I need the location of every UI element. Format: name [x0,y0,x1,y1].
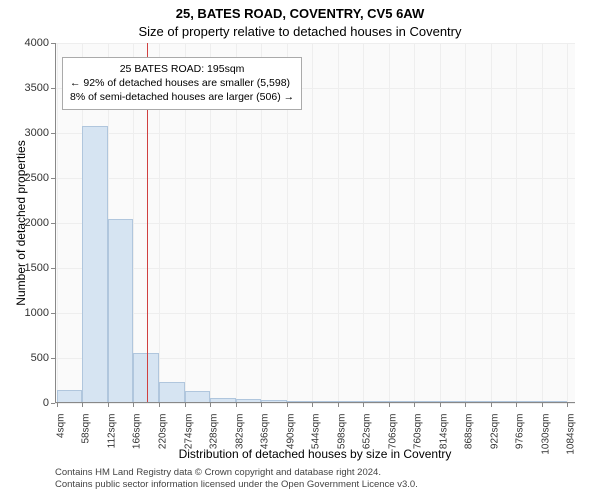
x-tick-mark [159,403,160,407]
histogram-bar [159,382,185,403]
y-tick-mark [51,358,55,359]
x-tick-mark [108,403,109,407]
x-tick-mark [261,403,262,407]
x-axis-label: Distribution of detached houses by size … [55,447,575,461]
grid-vertical [338,43,339,403]
histogram-bar [82,126,108,403]
grid-vertical [312,43,313,403]
x-tick-mark [185,403,186,407]
y-tick-mark [51,133,55,134]
annotation-box: 25 BATES ROAD: 195sqm ← 92% of detached … [62,57,302,110]
histogram-bar [108,219,134,403]
y-tick-mark [51,43,55,44]
x-tick-mark [57,403,58,407]
y-axis-line [55,43,56,403]
x-tick-mark [133,403,134,407]
x-tick-mark [414,403,415,407]
y-tick-mark [51,178,55,179]
x-tick-mark [491,403,492,407]
x-tick-mark [287,403,288,407]
page-title: 25, BATES ROAD, COVENTRY, CV5 6AW [0,6,600,21]
grid-vertical [57,43,58,403]
grid-vertical [389,43,390,403]
attribution-line2: Contains public sector information licen… [55,479,575,491]
y-tick-mark [51,268,55,269]
y-tick-mark [51,88,55,89]
x-tick-mark [567,403,568,407]
x-tick-mark [363,403,364,407]
grid-vertical [414,43,415,403]
attribution-line1: Contains HM Land Registry data © Crown c… [55,467,575,479]
grid-vertical [542,43,543,403]
y-tick-mark [51,223,55,224]
x-tick-mark [210,403,211,407]
grid-vertical [516,43,517,403]
attribution-text: Contains HM Land Registry data © Crown c… [55,467,575,491]
grid-vertical [363,43,364,403]
grid-vertical [567,43,568,403]
annotation-line3: 8% of semi-detached houses are larger (5… [70,90,294,104]
annotation-line1: 25 BATES ROAD: 195sqm [70,62,294,76]
x-tick-mark [516,403,517,407]
x-tick-mark [236,403,237,407]
y-axis-label-container: Number of detached properties [14,43,28,403]
y-tick-mark [51,403,55,404]
x-tick-mark [338,403,339,407]
x-tick-mark [389,403,390,407]
x-tick-mark [465,403,466,407]
y-axis-label: Number of detached properties [14,140,28,305]
grid-vertical [465,43,466,403]
x-tick-mark [82,403,83,407]
x-tick-mark [312,403,313,407]
grid-vertical [491,43,492,403]
page-subtitle: Size of property relative to detached ho… [0,24,600,39]
y-tick-mark [51,313,55,314]
x-tick-mark [542,403,543,407]
annotation-line2: ← 92% of detached houses are smaller (5,… [70,76,294,90]
grid-vertical [440,43,441,403]
x-tick-mark [440,403,441,407]
